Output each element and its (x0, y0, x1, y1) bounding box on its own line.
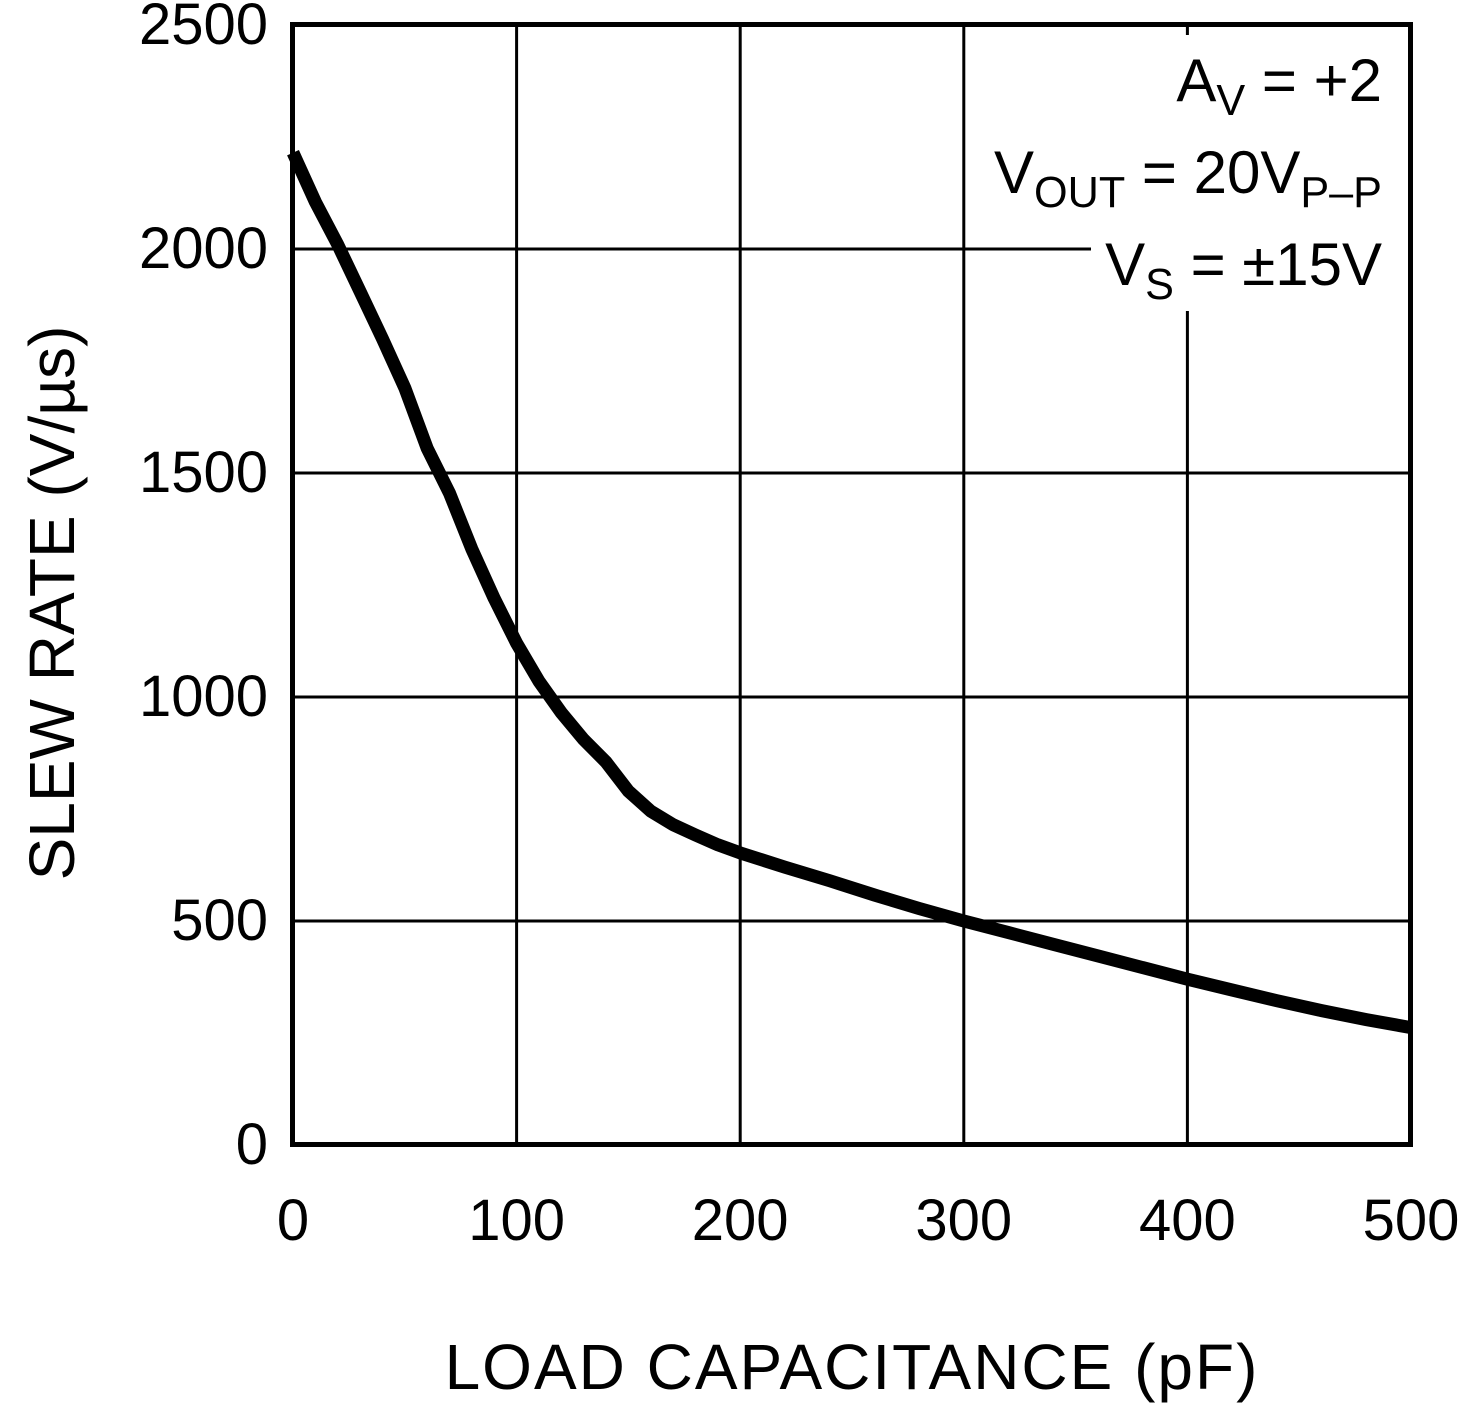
annotation-vout: VOUT = 20VP–P (980, 127, 1408, 219)
x-tick-label: 300 (915, 1188, 1013, 1253)
y-tick-label: 1000 (138, 664, 268, 729)
y-tick-label: 2500 (138, 0, 268, 57)
x-tick-label: 100 (468, 1188, 565, 1253)
annotation-text: = +2 (1245, 47, 1382, 114)
annotation-subscript: OUT (1034, 168, 1126, 217)
annotation-subscript: V (1216, 76, 1246, 125)
y-axis-title: SLEW RATE (V/µs) (16, 325, 88, 881)
y-tick-label: 1500 (138, 440, 268, 505)
x-tick-label: 200 (691, 1188, 789, 1253)
annotation-text: A (1176, 47, 1217, 114)
annotation-subscript: P–P (1300, 168, 1382, 217)
x-axis-title: LOAD CAPACITANCE (pF) (444, 1331, 1260, 1403)
x-tick-label: 400 (1139, 1188, 1236, 1253)
annotation-text: = ±15V (1173, 231, 1382, 298)
annotation-subscript: S (1145, 260, 1174, 309)
annotation-gain: AV = +2 (1162, 35, 1408, 127)
annotation-text: V (994, 139, 1035, 206)
annotation-text: V (1105, 231, 1146, 298)
annotation-supply: VS = ±15V (1091, 219, 1408, 311)
x-tick-label: 0 (276, 1188, 310, 1253)
y-tick-label: 2000 (138, 216, 268, 281)
x-tick-label: 500 (1362, 1188, 1460, 1253)
annotation-text: = 20V (1125, 139, 1301, 206)
y-tick-label: 500 (171, 888, 268, 953)
y-tick-label: 0 (235, 1112, 268, 1177)
